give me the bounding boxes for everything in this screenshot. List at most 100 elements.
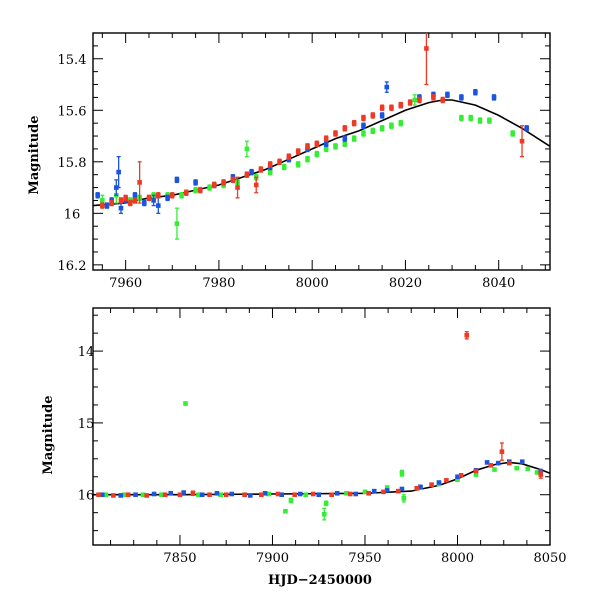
top-y-tick-label: 15.8 [58, 156, 87, 171]
top-marker [519, 138, 525, 144]
top-marker [510, 131, 515, 136]
bottom-data-point-blue [262, 490, 268, 496]
bottom-marker [133, 492, 138, 498]
top-marker [398, 102, 404, 108]
bottom-data-point-red [292, 492, 297, 498]
top-data-point-green [468, 114, 474, 122]
top-marker [100, 198, 105, 203]
bottom-series-green [103, 401, 540, 521]
top-data-point-blue [114, 179, 119, 196]
top-marker [361, 115, 366, 121]
bottom-data-point-blue [384, 488, 390, 493]
bottom-data-point-blue [181, 490, 186, 495]
top-data-point-red [389, 104, 394, 111]
bottom-data-point-green [344, 490, 349, 496]
bottom-marker [140, 492, 146, 498]
bottom-marker [144, 493, 149, 498]
bottom-plot-frame [92, 307, 551, 546]
top-x-tick-label: 7960 [109, 276, 142, 291]
bottom-marker [183, 401, 188, 406]
bottom-marker [214, 490, 220, 496]
top-data-point-red [128, 199, 133, 207]
top-data-point-green [412, 94, 418, 106]
top-marker [253, 182, 259, 188]
bottom-marker [122, 492, 127, 498]
bottom-data-layer [93, 331, 550, 521]
bottom-marker [262, 490, 268, 496]
top-marker [197, 187, 203, 193]
bottom-data-point-red [395, 488, 401, 494]
bottom-marker [177, 492, 183, 498]
bottom-marker [464, 332, 470, 338]
top-data-point-green [295, 161, 301, 168]
bottom-data-point-blue [418, 484, 423, 490]
top-model-curve [93, 99, 550, 207]
bottom-data-point-green [303, 492, 309, 498]
bottom-x-tick-label: 8050 [533, 551, 566, 566]
top-data-point-blue [118, 202, 124, 214]
bottom-data-point-green [473, 472, 479, 477]
top-marker [342, 141, 348, 147]
top-marker [389, 105, 394, 111]
top-data-point-red [295, 148, 301, 155]
bottom-marker [499, 449, 505, 454]
bottom-data-point-blue [353, 491, 359, 497]
bottom-data-point-red [162, 492, 168, 498]
bottom-data-point-green [455, 477, 460, 482]
top-marker [333, 131, 338, 136]
top-marker [417, 97, 422, 103]
top-data-point-blue [155, 197, 161, 214]
bottom-data-point-blue [279, 492, 285, 498]
bottom-marker [283, 508, 288, 514]
bottom-marker [473, 472, 479, 477]
top-y-tick-label: 16 [64, 207, 81, 222]
bottom-data-point-red [499, 442, 505, 461]
top-marker [193, 187, 198, 193]
bottom-marker [303, 492, 309, 498]
bottom-data-point-green [266, 491, 272, 497]
bottom-marker [399, 470, 405, 476]
top-marker [183, 190, 189, 196]
top-marker [169, 192, 175, 198]
bottom-data-point-red [310, 491, 316, 497]
bottom-data-point-blue [519, 459, 525, 464]
bottom-data-point-red [242, 492, 248, 498]
top-marker [295, 162, 301, 167]
top-marker [314, 141, 320, 147]
top-data-point-red [244, 171, 250, 178]
bottom-marker [168, 490, 174, 496]
bottom-model-curve [93, 461, 550, 496]
bottom-marker [207, 492, 212, 498]
top-data-point-green [174, 207, 180, 240]
top-data-point-green [370, 127, 376, 135]
top-panel: 7960 7980 8000 8020 8040 15.4 15.6 15.8 16 16.2 [58, 32, 551, 291]
top-marker [141, 200, 147, 206]
top-marker [342, 126, 348, 131]
bottom-marker [125, 492, 131, 498]
top-data-point-red [417, 96, 422, 104]
bottom-data-point-red [190, 490, 196, 497]
top-marker [305, 156, 310, 162]
bottom-data-point-red [366, 490, 371, 496]
top-data-point-green [305, 156, 310, 163]
bottom-marker [495, 460, 501, 466]
top-data-point-blue [323, 140, 329, 147]
top-marker [370, 113, 376, 118]
top-marker [323, 146, 329, 152]
bottom-marker [162, 492, 168, 498]
top-data-point-green [487, 117, 492, 124]
top-data-point-blue [193, 179, 198, 186]
bottom-data-point-red [96, 492, 101, 498]
top-marker [440, 97, 446, 103]
top-plot-frame [92, 32, 551, 271]
bottom-marker [519, 459, 525, 464]
top-marker [267, 162, 273, 167]
top-data-point-red [253, 176, 259, 194]
top-marker [305, 144, 310, 149]
top-marker [424, 46, 429, 51]
top-marker [277, 159, 282, 165]
top-marker [361, 131, 366, 136]
bottom-marker [181, 490, 186, 495]
bottom-data-point-red [347, 491, 353, 497]
